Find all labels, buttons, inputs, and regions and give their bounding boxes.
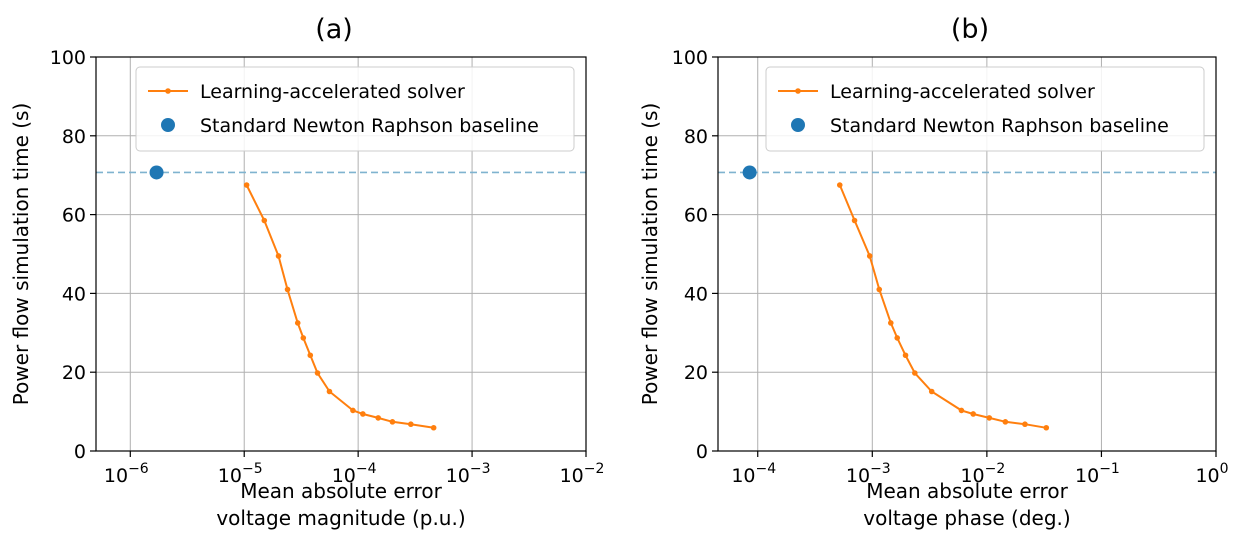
chart-panel-a: 0 20 40 60 80 100 10−6 10−5 10−4 10−3 10−2 (a) Mean …: [9, 14, 604, 530]
solver-data-point: [902, 352, 909, 359]
solver-data-point: [261, 217, 268, 224]
legend-box: [765, 66, 1205, 152]
solver-data-point: [866, 253, 873, 259]
solver-data-point: [970, 411, 977, 417]
legend-label-solver: Learning-accelerated solver: [830, 81, 1095, 103]
y-tick-label: 40: [62, 283, 86, 305]
solver-data-point: [928, 388, 935, 395]
solver-data-point: [1002, 419, 1009, 425]
solver-data-point: [876, 286, 883, 293]
y-tick-label: 80: [62, 126, 86, 148]
x-tick-label: 10−5: [218, 461, 263, 487]
legend-baseline-marker: [161, 118, 175, 132]
legend-label-solver: Learning-accelerated solver: [200, 81, 465, 103]
x-tick-label: 10−4: [731, 461, 776, 487]
solver-data-point: [294, 320, 301, 326]
x-axis-label: voltage magnitude (p.u.): [216, 506, 465, 530]
x-tick-label: 10−1: [1075, 461, 1120, 487]
solver-data-point: [375, 415, 382, 421]
solver-data-point: [326, 388, 333, 395]
y-tick-label: 80: [684, 126, 708, 148]
solver-data-point: [1043, 424, 1050, 431]
y-tick-label: 100: [672, 47, 708, 69]
legend: Learning-accelerated solver Standard Newt…: [765, 66, 1205, 152]
solver-data-point: [350, 407, 356, 414]
solver-data-point: [389, 419, 396, 425]
solver-data-point: [887, 320, 894, 326]
legend-box: [135, 66, 575, 152]
solver-data-point: [314, 370, 321, 376]
x-axis-label: Mean absolute error: [240, 479, 442, 503]
y-axis-label: Power flow simulation time (s): [9, 103, 33, 406]
solver-data-point: [300, 335, 307, 341]
y-tick-label: 20: [62, 362, 86, 384]
solver-data-point: [408, 421, 414, 428]
solver-series-line: [245, 184, 434, 429]
solver-data-point: [360, 411, 366, 417]
y-axis-label: Power flow simulation time (s): [638, 103, 662, 406]
y-tick-label: 0: [74, 441, 86, 463]
solver-data-point: [243, 182, 250, 188]
chart-title: (b): [951, 14, 989, 45]
x-tick-label: 10−2: [960, 461, 1005, 487]
solver-data-point: [430, 424, 437, 431]
x-tick-label: 100: [1195, 461, 1228, 487]
solver-data-point: [275, 253, 282, 259]
solver-data-point: [1022, 421, 1028, 428]
solver-data-point: [986, 415, 993, 421]
solver-data-point: [894, 335, 901, 341]
baseline-data-point: [742, 165, 757, 180]
solver-series-line: [838, 184, 1047, 429]
legend-label-baseline: Standard Newton Raphson baseline: [830, 115, 1169, 137]
legend-solver-marker: [165, 88, 171, 94]
baseline-data-point: [149, 165, 164, 180]
legend-label-baseline: Standard Newton Raphson baseline: [200, 115, 539, 137]
plot-frame: [95, 56, 587, 452]
y-tick-label: 0: [696, 441, 708, 463]
solver-data-point: [307, 352, 314, 359]
chart-title: (a): [315, 14, 353, 45]
legend: Learning-accelerated solver Standard Newt…: [135, 66, 575, 152]
y-tick-label: 20: [684, 362, 708, 384]
x-tick-label: 10−3: [846, 461, 891, 487]
x-tick-label: 10−3: [446, 461, 491, 487]
x-tick-label: 10−6: [104, 461, 149, 487]
solver-data-point: [912, 370, 918, 376]
solver-data-point: [851, 217, 858, 224]
y-tick-label: 100: [50, 47, 86, 69]
x-tick-label: 10−4: [332, 461, 377, 487]
legend-solver-marker: [795, 88, 801, 94]
y-tick-label: 40: [684, 283, 708, 305]
x-tick-label: 10−2: [560, 461, 605, 487]
y-tick-label: 60: [684, 205, 708, 227]
y-tick-label: 60: [62, 205, 86, 227]
legend-baseline-marker: [791, 118, 805, 132]
solver-data-point: [836, 182, 843, 188]
chart-panel-b: 0 20 40 60 80 100 10−4 10−3 10−2 10−1 100 (b) Mean a…: [638, 14, 1229, 530]
solver-data-point: [284, 286, 291, 293]
x-axis-label: Mean absolute error: [866, 479, 1068, 503]
x-axis-label: voltage phase (deg.): [863, 506, 1070, 530]
plot-frame: [717, 56, 1217, 452]
solver-data-point: [958, 407, 965, 414]
